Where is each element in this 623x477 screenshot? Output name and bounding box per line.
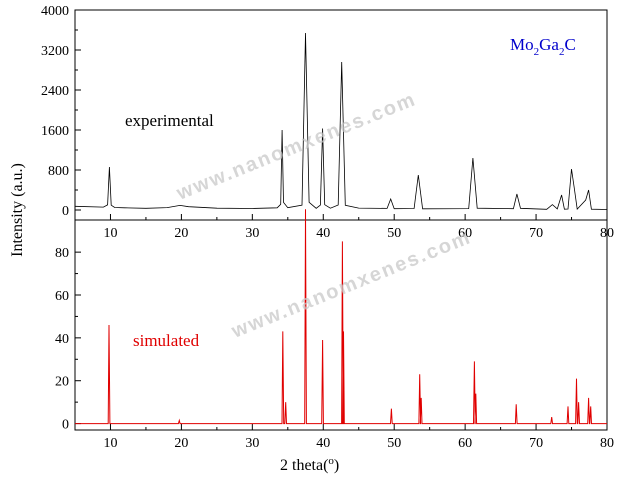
y-tick-label: 2400 bbox=[41, 84, 69, 99]
x-tick-label: 70 bbox=[529, 226, 543, 241]
x-tick-label: 10 bbox=[103, 436, 117, 451]
simulated-label: simulated bbox=[133, 331, 200, 350]
x-tick-label: 20 bbox=[174, 436, 188, 451]
x-tick-label: 70 bbox=[529, 436, 543, 451]
y-tick-label: 1600 bbox=[41, 124, 69, 139]
bottom-panel-axes: 0 20 40 60 80 10 20 30 40 50 60 70 80 bbox=[55, 219, 614, 451]
y-tick-label: 0 bbox=[62, 204, 69, 219]
formula-label: Mo2Ga2C bbox=[510, 35, 576, 58]
x-tick-label: 50 bbox=[387, 226, 401, 241]
x-tick-label: 60 bbox=[458, 226, 472, 241]
x-tick-label: 40 bbox=[316, 226, 330, 241]
watermark-text: www.nanomxenes.com bbox=[228, 226, 475, 343]
y-tick-label: 40 bbox=[55, 332, 69, 347]
x-tick-label: 30 bbox=[245, 226, 259, 241]
y-tick-label: 4000 bbox=[41, 4, 69, 19]
y-tick-label: 3200 bbox=[41, 44, 69, 59]
x-tick-label: 60 bbox=[458, 436, 472, 451]
x-axis-title: 2 theta(o) bbox=[280, 455, 339, 474]
x-tick-label: 50 bbox=[387, 436, 401, 451]
experimental-curve bbox=[74, 32, 608, 210]
x-tick-label: 80 bbox=[600, 436, 614, 451]
y-tick-label: 20 bbox=[55, 375, 69, 390]
y-tick-label: 80 bbox=[55, 246, 69, 261]
x-tick-label: 30 bbox=[245, 436, 259, 451]
x-tick-label: 20 bbox=[174, 226, 188, 241]
y-tick-label: 800 bbox=[48, 164, 69, 179]
y-tick-label: 60 bbox=[55, 289, 69, 304]
watermark-text: www.nanomxenes.com bbox=[173, 88, 420, 205]
x-tick-label: 10 bbox=[103, 226, 117, 241]
y-tick-label: 0 bbox=[62, 418, 69, 433]
x-tick-label: 40 bbox=[316, 436, 330, 451]
experimental-label: experimental bbox=[125, 111, 214, 130]
plot-frame bbox=[74, 219, 608, 431]
bottom-panel: 0 20 40 60 80 10 20 30 40 50 60 70 80 simulated bbox=[55, 209, 614, 451]
y-axis-title: Intensity (a.u.) bbox=[9, 163, 26, 257]
simulated-curve bbox=[75, 209, 607, 425]
